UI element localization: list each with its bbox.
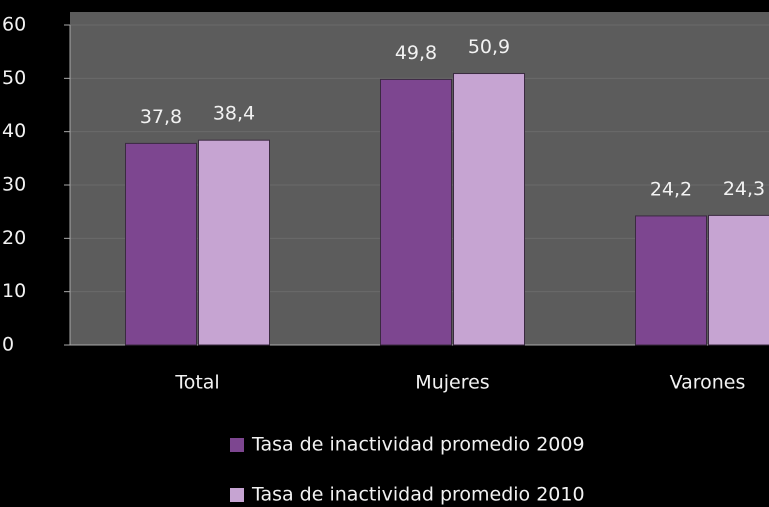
x-tick-label: Mujeres xyxy=(415,372,489,394)
y-tick-label: 20 xyxy=(2,227,26,249)
x-tick-label: Total xyxy=(174,372,219,394)
x-tick-label: Varones xyxy=(670,372,746,394)
bar xyxy=(125,142,197,346)
data-label: 24,2 xyxy=(650,178,692,200)
bar xyxy=(708,214,769,346)
legend-swatch xyxy=(230,488,244,502)
legend-label: Tasa de inactividad promedio 2010 xyxy=(251,484,585,506)
bar xyxy=(380,78,452,346)
data-label: 24,3 xyxy=(723,178,765,200)
data-label: 38,4 xyxy=(213,103,255,125)
bar xyxy=(198,139,270,346)
y-tick-label: 10 xyxy=(2,280,26,302)
data-label: 50,9 xyxy=(468,36,510,58)
y-tick-label: 60 xyxy=(2,14,26,36)
legend-swatch xyxy=(230,438,244,452)
data-label: 37,8 xyxy=(140,106,182,128)
bar xyxy=(453,73,525,346)
y-tick-label: 30 xyxy=(2,174,26,196)
bar xyxy=(635,215,707,346)
y-tick-label: 50 xyxy=(2,67,26,89)
y-tick-label: 0 xyxy=(2,334,14,356)
data-label: 49,8 xyxy=(395,42,437,64)
y-tick-label: 40 xyxy=(2,120,26,142)
legend-label: Tasa de inactividad promedio 2009 xyxy=(251,434,585,456)
